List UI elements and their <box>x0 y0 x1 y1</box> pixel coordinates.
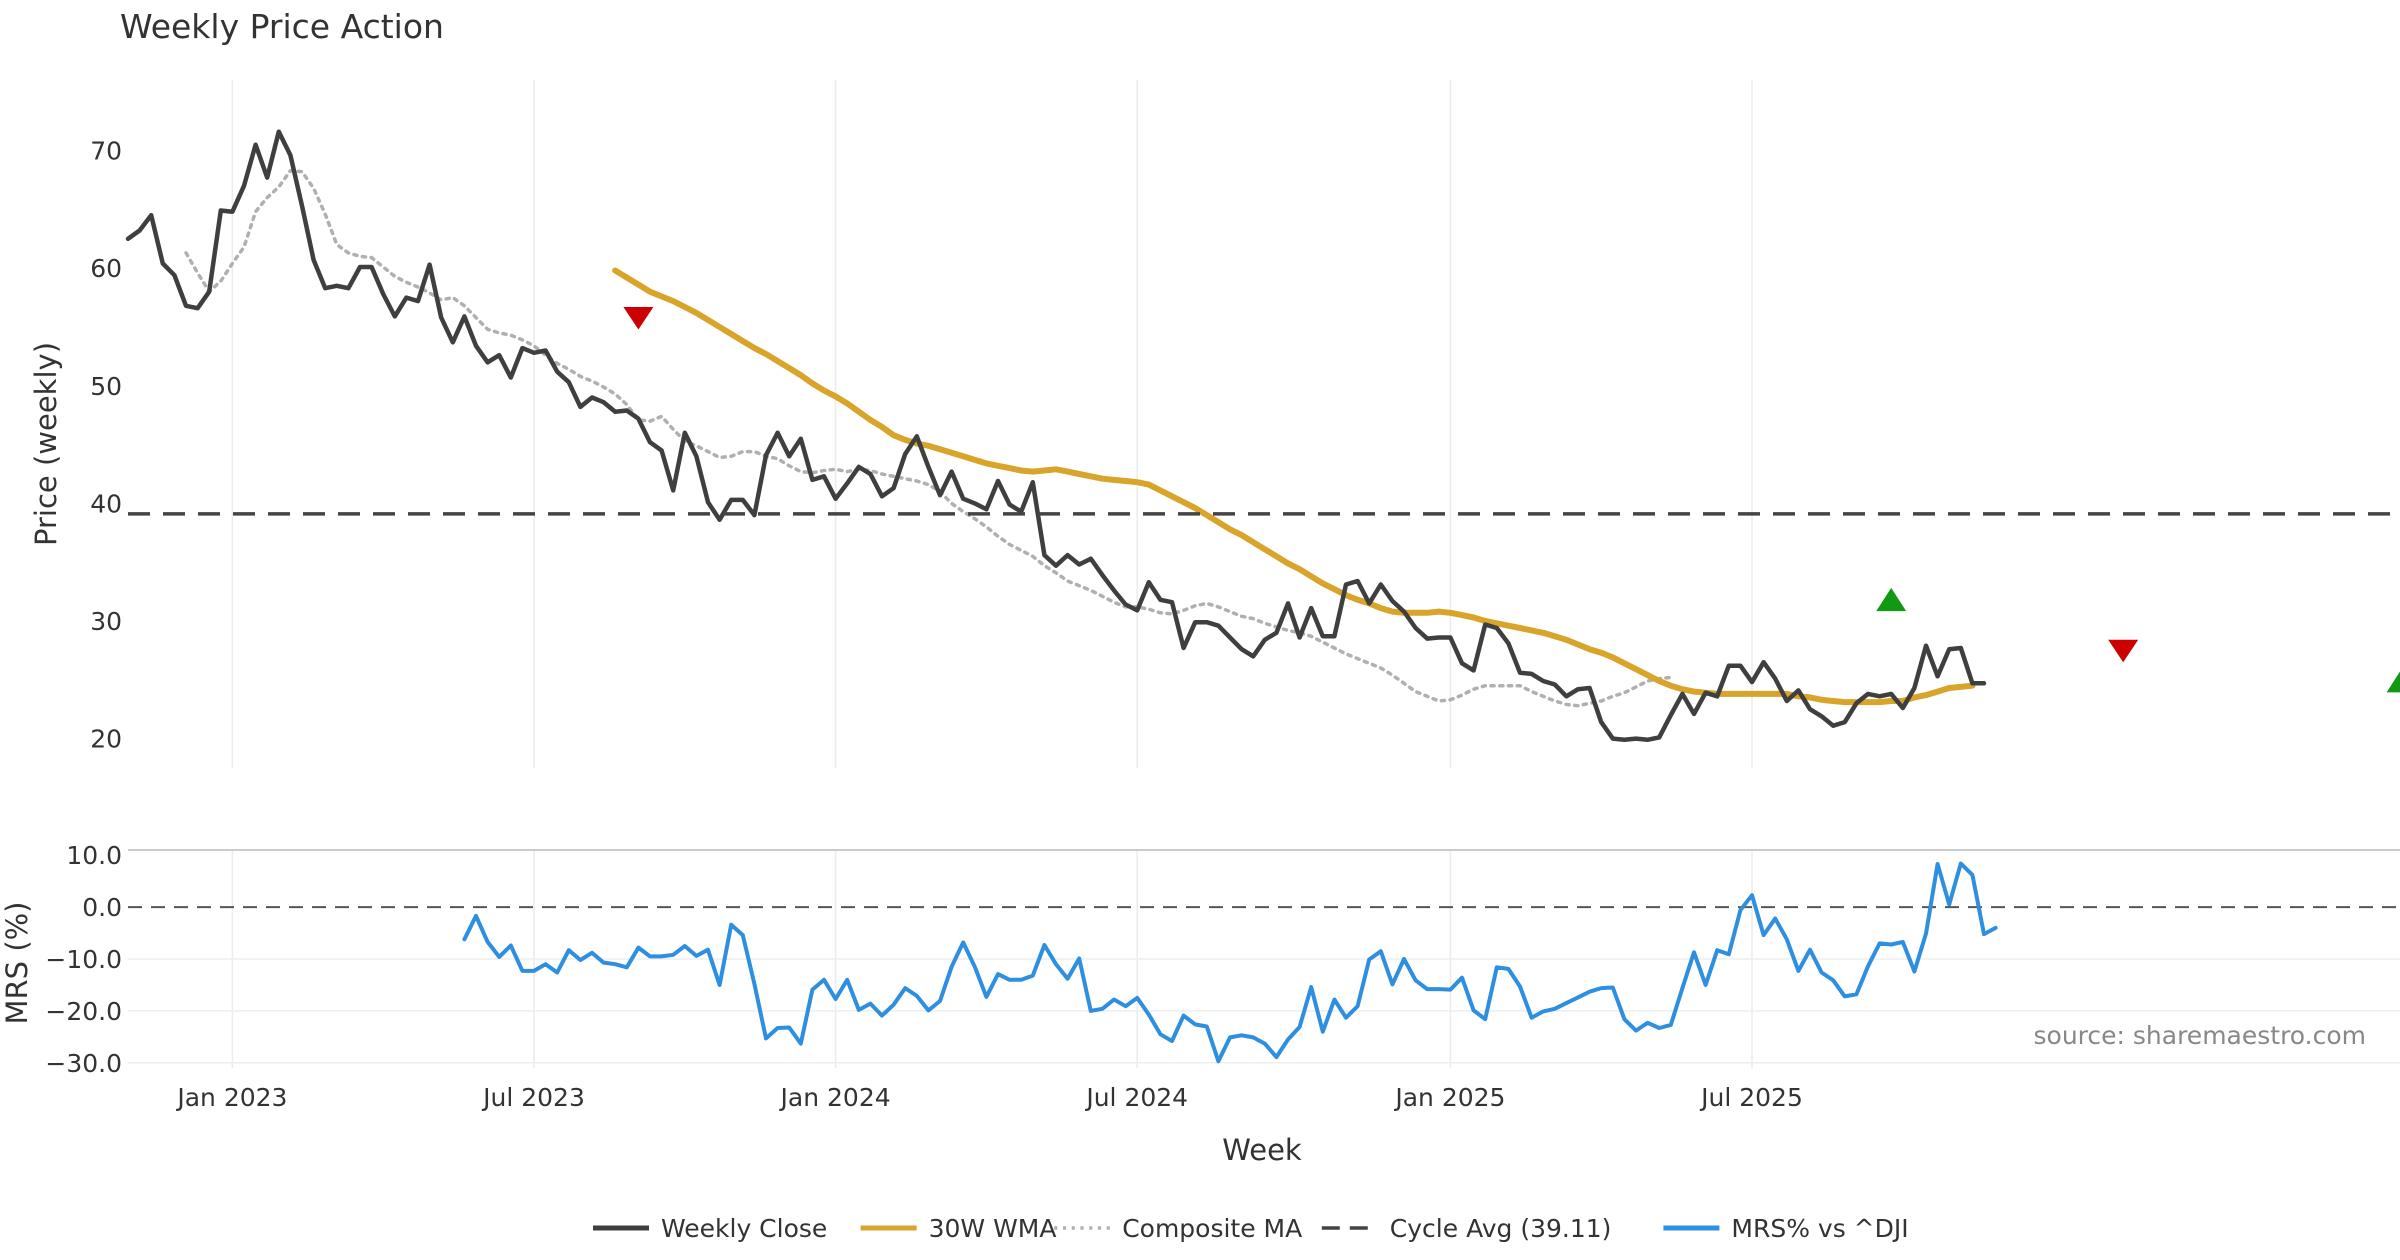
buy-signal-marker-3 <box>2386 671 2400 693</box>
price-y-axis-label: Price (weekly) <box>29 342 63 546</box>
legend-label-1: 30W WMA <box>929 1214 1057 1243</box>
mrs-ytick-label-1: 0.0 <box>82 893 122 922</box>
price-ytick-label-3: 50 <box>90 372 122 401</box>
price-ytick-label-0: 20 <box>90 725 122 754</box>
price-ytick-label-2: 40 <box>90 489 122 518</box>
legend-item-0: Weekly Close <box>593 1214 827 1243</box>
x-tick-label-3: Jul 2024 <box>1084 1083 1188 1112</box>
legend-label-2: Composite MA <box>1122 1214 1302 1243</box>
mrs-ytick-label-3: −20.0 <box>45 997 122 1026</box>
price-ytick-label-4: 60 <box>90 254 122 283</box>
mrs-ytick-label-2: −10.0 <box>45 945 122 974</box>
series-composite-ma <box>184 168 1673 708</box>
mrs-ytick-label-0: 10.0 <box>66 841 122 870</box>
series-mrs-vs-dji <box>462 861 1998 1064</box>
series-30w-wma <box>612 267 1976 706</box>
price-ytick-label-5: 70 <box>90 137 122 166</box>
sell-signal-marker-2 <box>2108 639 2139 663</box>
legend-label-4: MRS% vs ^DJI <box>1731 1214 1908 1243</box>
buy-signal-marker-1 <box>1876 587 1907 612</box>
chart-title: Weekly Price Action <box>120 7 444 46</box>
legend: Weekly Close 30W WMA Composite MA Cycle Avg… <box>593 1214 1909 1243</box>
price-panel: 20 30 40 50 60 70 Price (weekly) <box>29 80 2400 768</box>
x-tick-label-5: Jul 2025 <box>1699 1083 1803 1112</box>
legend-item-2: Composite MA <box>1054 1214 1302 1243</box>
mrs-panel: 10.0 0.0 −10.0 −20.0 −30.0 MRS (%) Jan 2023 Jul… <box>0 841 2400 1112</box>
x-axis-label: Week <box>1222 1133 1302 1167</box>
legend-item-4: MRS% vs ^DJI <box>1663 1214 1909 1243</box>
x-tick-label-1: Jul 2023 <box>481 1083 585 1112</box>
price-ytick-label-1: 30 <box>90 607 122 636</box>
source-annotation: source: sharemaestro.com <box>2034 1021 2367 1050</box>
legend-item-3: Cycle Avg (39.11) <box>1321 1214 1612 1243</box>
x-tick-label-2: Jan 2024 <box>779 1083 891 1112</box>
series-weekly-close <box>125 129 1987 743</box>
x-tick-label-0: Jan 2023 <box>175 1083 287 1112</box>
mrs-y-axis-label: MRS (%) <box>0 902 34 1025</box>
mrs-ytick-label-4: −30.0 <box>45 1049 122 1078</box>
legend-label-3: Cycle Avg (39.11) <box>1390 1214 1612 1243</box>
legend-item-1: 30W WMA <box>860 1214 1057 1243</box>
legend-label-0: Weekly Close <box>661 1214 827 1243</box>
x-tick-label-4: Jan 2025 <box>1393 1083 1505 1112</box>
sell-signal-marker-0 <box>623 306 654 330</box>
